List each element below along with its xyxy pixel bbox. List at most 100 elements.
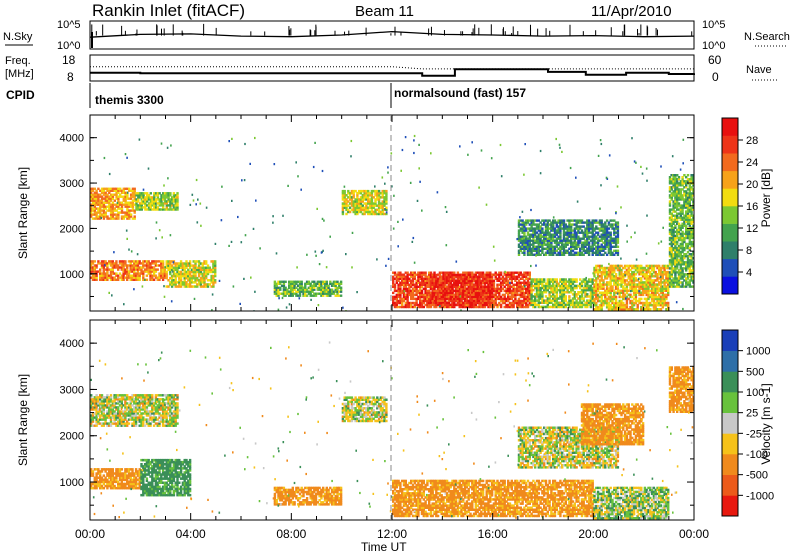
heatmap-cell — [613, 291, 616, 294]
heatmap-cell — [544, 299, 548, 302]
heatmap-cell — [510, 293, 513, 297]
heatmap-cell — [354, 204, 357, 207]
heatmap-cell — [541, 251, 544, 254]
heatmap-cell — [415, 279, 418, 282]
heatmap-cell — [197, 262, 201, 265]
heatmap-cell — [158, 276, 161, 279]
heatmap-cell — [187, 264, 190, 267]
heatmap-cell — [440, 293, 443, 297]
heatmap-cell — [609, 279, 612, 282]
heatmap-cell — [339, 288, 343, 291]
heatmap-cell — [487, 283, 490, 287]
heatmap-cell — [304, 284, 307, 287]
heatmap-cell — [100, 209, 104, 212]
heatmap-cell — [577, 251, 580, 254]
heatmap-cell — [196, 285, 199, 288]
heatmap-cell — [145, 260, 149, 263]
heatmap-cell — [490, 305, 494, 309]
heatmap-cell — [126, 268, 129, 271]
heatmap-cell — [607, 243, 611, 246]
heatmap-cell — [410, 303, 413, 307]
heatmap-cell — [471, 289, 474, 293]
heatmap-cell — [656, 275, 659, 278]
heatmap-cell — [593, 237, 596, 240]
heatmap-cell — [643, 266, 647, 270]
heatmap-cell — [454, 273, 458, 277]
heatmap-cell — [584, 293, 587, 296]
heatmap-cell — [562, 231, 566, 234]
heatmap-cell — [363, 194, 366, 197]
heatmap-cell — [528, 291, 531, 295]
heatmap-cell — [501, 297, 505, 301]
heatmap-cell — [298, 282, 302, 285]
heatmap-cell — [411, 283, 415, 286]
heatmap-cell — [526, 243, 530, 246]
heatmap-cell — [187, 272, 190, 276]
heatmap-cell — [598, 275, 602, 278]
heatmap-cell — [544, 284, 548, 288]
heatmap-cell — [521, 295, 524, 299]
heatmap-cell — [593, 287, 596, 290]
nave-tick-top: 60 — [708, 53, 722, 67]
heatmap-cell — [167, 192, 170, 195]
heatmap-cell — [440, 271, 443, 274]
heatmap-cell — [451, 303, 454, 306]
heatmap-cell — [526, 271, 530, 274]
heatmap-cell — [460, 297, 463, 300]
heatmap-cell — [133, 217, 136, 220]
heatmap-cell — [458, 287, 461, 291]
heatmap-cell — [552, 284, 555, 288]
heatmap-cell — [188, 266, 192, 269]
heatmap-cell — [404, 279, 407, 282]
heatmap-cell — [471, 299, 474, 302]
heatmap-cell — [566, 251, 569, 254]
heatmap-cell — [571, 305, 575, 309]
heatmap-cell — [442, 295, 445, 298]
heatmap-cell — [570, 245, 573, 248]
heatmap-cell — [338, 284, 341, 287]
heatmap-cell — [458, 279, 461, 282]
heatmap-cell — [589, 278, 593, 281]
heatmap-cell — [426, 281, 429, 284]
heatmap-cell — [90, 211, 93, 214]
heatmap-cell — [163, 272, 167, 275]
heatmap-cell — [365, 191, 368, 195]
heatmap-cell — [575, 301, 578, 304]
heatmap-cell — [561, 305, 564, 309]
heatmap-cell — [410, 275, 413, 278]
heatmap-cell — [665, 281, 668, 284]
freq-tick-bottom: 8 — [67, 70, 74, 84]
heatmap-cell — [277, 282, 280, 285]
heatmap-cell — [489, 287, 492, 291]
heatmap-cell — [115, 278, 118, 281]
heatmap-cell — [596, 237, 600, 240]
heatmap-cell — [548, 231, 551, 234]
heatmap-cell — [525, 241, 528, 244]
heatmap-cell — [171, 204, 174, 207]
heatmap-cell — [532, 231, 535, 234]
heatmap-cell — [392, 271, 395, 274]
heatmap-cell — [580, 305, 584, 309]
heatmap-cell — [573, 239, 576, 242]
heatmap-cell — [469, 295, 472, 298]
heatmap-cell — [201, 268, 204, 272]
heatmap-cell — [636, 279, 639, 282]
heatmap-cell — [126, 205, 129, 208]
heatmap-cell — [640, 279, 643, 282]
heatmap-cell — [474, 299, 478, 303]
heatmap-cell — [197, 281, 201, 284]
heatmap-cell — [512, 295, 515, 299]
heatmap-cell — [622, 277, 625, 280]
heatmap-cell — [649, 275, 652, 278]
heatmap-cell — [618, 306, 621, 309]
heatmap-cell — [584, 282, 587, 285]
heatmap-cell — [453, 273, 456, 277]
heatmap-cell — [465, 277, 469, 281]
heatmap-cell — [397, 289, 400, 293]
heatmap-cell — [517, 243, 521, 246]
heatmap-cell — [447, 303, 451, 306]
heatmap-cell — [544, 288, 548, 292]
heatmap-cell — [553, 233, 557, 236]
heatmap-cell — [620, 303, 623, 307]
heatmap-cell — [539, 221, 542, 224]
